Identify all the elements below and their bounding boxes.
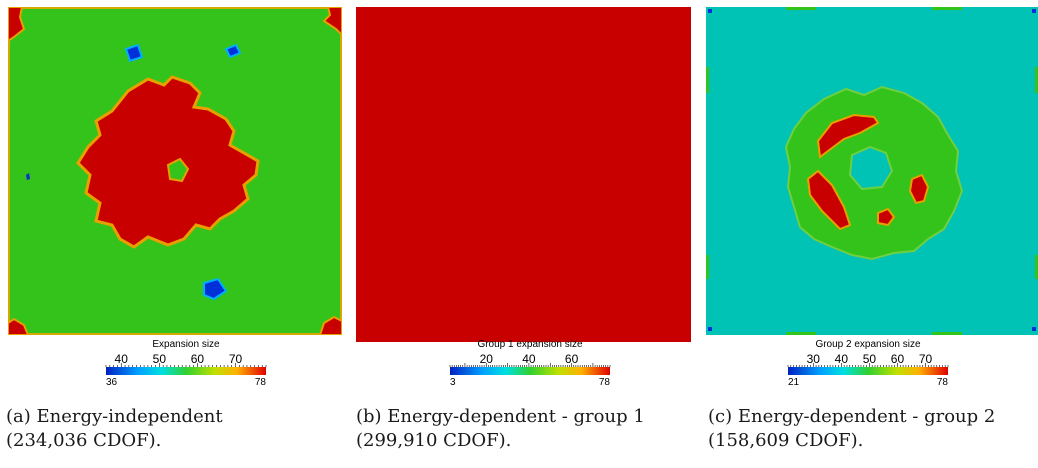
colorbar-scale: 30 40 50 60 70 21 78 — [787, 352, 949, 388]
corner-dot — [708, 327, 712, 331]
colorbar-gradient — [450, 367, 610, 375]
edge-mark — [932, 332, 962, 335]
colorbar-gradient — [788, 367, 948, 375]
edge-mark — [786, 7, 816, 10]
map-background — [356, 7, 691, 342]
expansion-size-map — [8, 7, 342, 335]
edge-mark — [932, 7, 962, 10]
edge-mark — [786, 332, 816, 335]
caption-line-1: (b) Energy-dependent - group 1 — [356, 406, 645, 427]
edge-mark — [706, 67, 709, 93]
colorbar-min-label: 3 — [450, 377, 456, 388]
edge-mark — [706, 255, 709, 279]
caption-line-1: (a) Energy-independent — [6, 406, 223, 427]
caption-line-1: (c) Energy-dependent - group 2 — [708, 406, 996, 427]
high-region-3 — [908, 173, 930, 205]
caption-b: (b) Energy-dependent - group 1 (299,910 … — [356, 405, 716, 453]
colorbar-tick-label: 50 — [863, 352, 877, 366]
caption-line-2: (158,609 CDOF). — [708, 430, 864, 451]
colorbar-max-label: 78 — [599, 377, 611, 388]
colorbar-tick-label: 60 — [565, 352, 579, 366]
colorbar-b: Group 1 expansion size 20 40 60 3 78 — [360, 339, 700, 399]
caption-a: (a) Energy-independent (234,036 CDOF). — [6, 405, 366, 453]
colorbar-tick-label: 50 — [153, 352, 167, 366]
group-2-expansion-size-map — [706, 7, 1038, 335]
colorbar-tick-label: 20 — [480, 352, 494, 366]
colorbar-min-label: 36 — [106, 377, 118, 388]
colorbar-tick-label: 60 — [191, 352, 205, 366]
high-region-2 — [806, 169, 852, 231]
corner-region-br — [318, 315, 342, 335]
colorbar-tick-label: 40 — [835, 352, 849, 366]
high-region-1 — [816, 113, 880, 159]
low-spot-4 — [26, 173, 30, 180]
corner-region-tl — [8, 7, 26, 43]
colorbar-scale: 40 50 60 70 36 78 — [105, 352, 267, 388]
colorbar-scale: 20 40 60 3 78 — [449, 352, 611, 388]
low-spot-3 — [203, 277, 228, 301]
colorbar-a: Expansion size 40 50 60 70 36 78 — [16, 339, 356, 399]
colorbar-max-label: 78 — [937, 377, 949, 388]
corner-dot — [1032, 327, 1036, 331]
ring-center-hole — [848, 145, 894, 191]
high-region-4 — [877, 207, 896, 227]
central-high-region — [76, 75, 260, 249]
corner-dot — [708, 9, 712, 13]
colorbar-min-label: 21 — [788, 377, 800, 388]
caption-line-2: (234,036 CDOF). — [6, 430, 162, 451]
colorbar-c: Group 2 expansion size 30 40 50 60 70 21 78 — [698, 339, 1038, 399]
low-spot-1 — [124, 43, 144, 63]
corner-region-bl — [8, 317, 30, 335]
caption-line-2: (299,910 CDOF). — [356, 430, 512, 451]
colorbar-tick-label: 70 — [919, 352, 933, 366]
colorbar-title: Group 2 expansion size — [815, 339, 921, 350]
caption-c: (c) Energy-dependent - group 2 (158,609 … — [708, 405, 1038, 453]
group-1-expansion-size-map — [356, 7, 691, 342]
center-hole — [166, 157, 190, 183]
corner-dot — [1032, 9, 1036, 13]
low-spot-2 — [224, 43, 242, 59]
colorbar-tick-label: 30 — [807, 352, 821, 366]
colorbar-max-label: 78 — [255, 377, 267, 388]
edge-mark — [1035, 67, 1038, 93]
colorbar-tick-label: 70 — [229, 352, 243, 366]
colorbar-tick-label: 40 — [522, 352, 536, 366]
colorbar-title: Group 1 expansion size — [477, 339, 583, 350]
corner-region-tr — [322, 7, 342, 37]
colorbar-tick-label: 60 — [891, 352, 905, 366]
colorbar-gradient — [106, 367, 266, 375]
colorbar-title: Expansion size — [152, 339, 220, 350]
edge-mark — [1035, 255, 1038, 279]
colorbar-tick-label: 40 — [115, 352, 129, 366]
